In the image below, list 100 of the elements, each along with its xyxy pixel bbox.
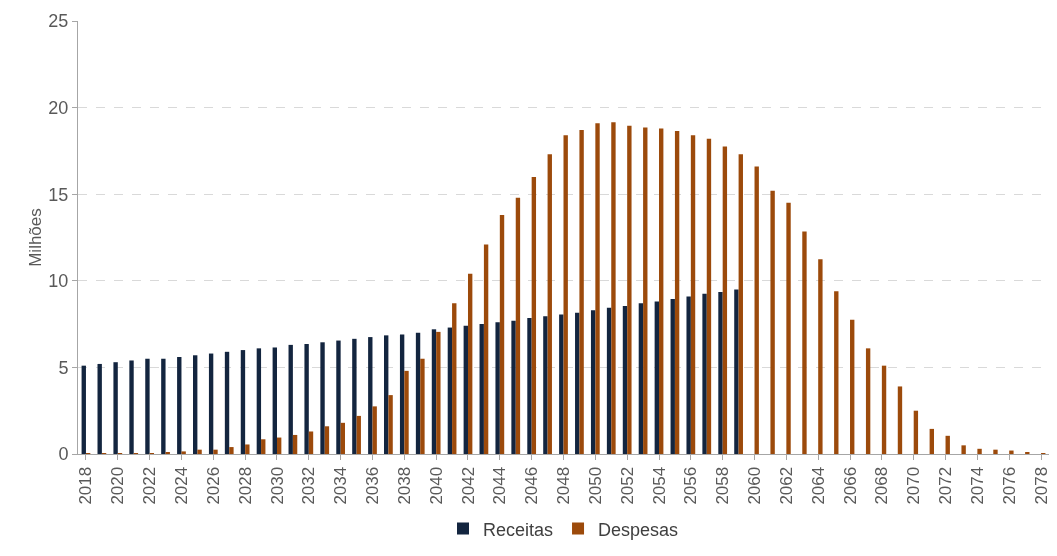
bar (467, 273, 473, 454)
bar (659, 128, 664, 454)
x-tick-label: 2048 (554, 466, 574, 505)
bar (431, 329, 437, 454)
bar (404, 370, 409, 454)
x-tick-label: 2046 (522, 466, 542, 505)
bar (256, 348, 262, 454)
bar (595, 123, 600, 454)
bar (913, 410, 919, 454)
bar (547, 154, 552, 454)
bar (245, 444, 250, 454)
y-tick-label: 25 (48, 11, 69, 32)
bar (320, 342, 325, 454)
bar (622, 305, 628, 454)
bar (340, 422, 346, 454)
bar (563, 135, 568, 454)
bar (690, 135, 696, 454)
x-tick-label: 2072 (936, 466, 956, 505)
bar (515, 197, 521, 454)
bar (499, 214, 505, 454)
bar (415, 332, 421, 454)
bar (399, 334, 405, 454)
x-tick-label: 2068 (872, 466, 892, 505)
bar (368, 337, 373, 454)
bar (292, 434, 298, 454)
bar (261, 439, 266, 454)
bar (606, 307, 612, 454)
x-tick-label: 2018 (76, 466, 96, 505)
bar (177, 357, 182, 454)
bar (324, 426, 330, 454)
bar (897, 386, 903, 454)
bar (590, 310, 596, 454)
bar (881, 365, 887, 454)
bar (436, 331, 441, 454)
bar (531, 176, 537, 454)
bar (511, 320, 516, 454)
bar (452, 303, 457, 454)
x-tick-label: 2058 (713, 466, 733, 505)
bar (161, 358, 166, 454)
bar (352, 338, 357, 454)
bar (654, 301, 660, 454)
bar (483, 244, 489, 454)
bar (834, 291, 839, 454)
y-axis-title: Milhões (25, 208, 45, 267)
legend-label: Receitas (483, 519, 554, 540)
bar (229, 447, 234, 454)
x-tick-label: 2066 (840, 466, 860, 505)
bar (575, 312, 580, 454)
bar (193, 355, 198, 454)
x-tick-label: 2040 (426, 466, 446, 505)
bar (865, 348, 871, 454)
bar (945, 435, 950, 454)
bar (81, 365, 86, 454)
bar (706, 138, 712, 454)
x-tick-label: 2024 (171, 466, 191, 505)
bar (670, 298, 675, 454)
bar (786, 202, 791, 454)
x-tick-label: 2078 (1031, 466, 1051, 505)
x-tick-label: 2074 (967, 466, 987, 505)
bar (734, 289, 739, 454)
bar (208, 353, 214, 454)
bar (181, 451, 186, 454)
bar (818, 259, 823, 454)
bar (674, 130, 680, 454)
x-tick-label: 2030 (267, 466, 287, 505)
x-tick-label: 2064 (808, 466, 828, 505)
x-tick-label: 2060 (745, 466, 765, 505)
x-tick-label: 2054 (649, 466, 669, 505)
bar (308, 431, 314, 454)
x-tick-label: 2026 (203, 466, 223, 505)
x-tick-label: 2042 (458, 466, 478, 505)
bar (738, 154, 743, 454)
bar (288, 344, 293, 454)
bar (224, 351, 230, 454)
bar (129, 360, 134, 454)
bar (527, 318, 532, 454)
x-tick-label: 2034 (331, 466, 351, 505)
bar (977, 448, 982, 454)
bar (929, 428, 934, 454)
bar (447, 327, 453, 454)
x-tick-label: 2062 (776, 466, 796, 505)
y-tick-label: 20 (48, 97, 69, 118)
bar (722, 146, 728, 454)
bar (97, 363, 102, 454)
bar (113, 362, 118, 454)
bar (495, 322, 500, 454)
y-tick-label: 15 (48, 184, 69, 205)
bar (770, 190, 775, 454)
bar (1009, 450, 1014, 454)
bar (802, 231, 807, 454)
bar (356, 415, 361, 454)
x-tick-label: 2070 (904, 466, 924, 505)
x-tick-label: 2076 (999, 466, 1019, 505)
bar (336, 340, 341, 454)
x-tick-label: 2028 (235, 466, 255, 505)
bar (213, 449, 218, 454)
bar (145, 358, 150, 454)
bar (479, 324, 484, 454)
bar (643, 127, 648, 454)
bar (384, 335, 389, 454)
